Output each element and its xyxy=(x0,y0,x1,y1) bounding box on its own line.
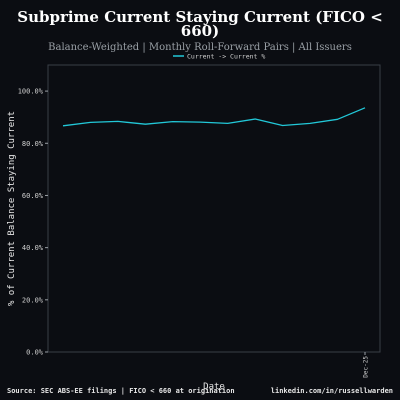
credit-link[interactable]: linkedin.com/in/russellwarden xyxy=(270,387,393,395)
y-tick-label: 80.0% xyxy=(22,140,44,148)
y-tick-label: 60.0% xyxy=(22,192,44,200)
legend-entry: Current -> Current % xyxy=(187,52,265,60)
plot-frame xyxy=(47,64,381,353)
y-tick-label: 20.0% xyxy=(22,296,44,304)
chart-subtitle: Balance-Weighted | Monthly Roll-Forward … xyxy=(48,42,352,53)
y-tick-label: 40.0% xyxy=(22,244,44,252)
y-tick-label: 100.0% xyxy=(18,88,44,96)
series-line xyxy=(62,107,366,127)
chart-title: Subprime Current Staying Current (FICO <… xyxy=(17,8,383,40)
x-tick-label: Dec-25 xyxy=(363,356,370,378)
x-axis-label: Date xyxy=(203,382,225,392)
y-axis-label: % of Current Balance Staying Current xyxy=(7,111,17,306)
y-tick-label: 0.0% xyxy=(26,349,44,357)
source-note: Source: SEC ABS-EE filings | FICO < 660 … xyxy=(7,387,235,395)
